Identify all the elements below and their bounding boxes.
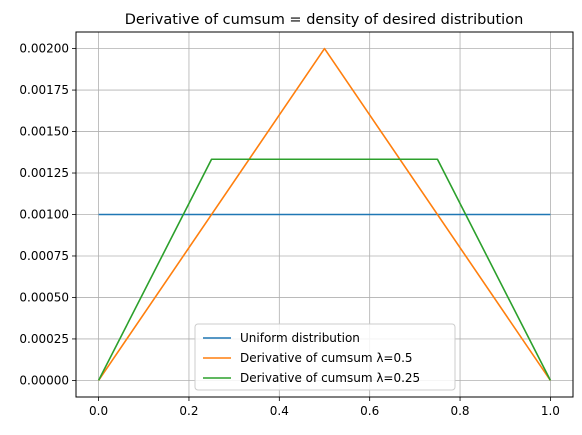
legend: Uniform distribution Derivative of cumsum…	[194, 323, 456, 391]
y-tick-label: 0.00025	[19, 332, 69, 346]
y-tick-label: 0.00000	[19, 373, 69, 387]
y-tick-label: 0.00125	[19, 166, 69, 180]
series-line-2	[97, 47, 552, 381]
legend-box	[194, 323, 456, 391]
legend-entry: Derivative of cumsum λ=0.5	[240, 351, 413, 365]
y-tick-label: 0.00050	[19, 290, 69, 304]
x-tick-label: 1.0	[541, 404, 560, 418]
legend-entry: Uniform distribution	[240, 331, 360, 345]
y-tick-label: 0.00075	[19, 249, 69, 263]
x-tick-label: 0.0	[89, 404, 108, 418]
y-tick-label: 0.00100	[19, 208, 69, 222]
x-tick-label: 0.2	[179, 404, 198, 418]
y-tick-label: 0.00175	[19, 83, 69, 97]
y-tick-label: 0.00150	[19, 125, 69, 139]
y-axis: 0.00000 0.00025 0.00050 0.00075 0.00100 0.001…	[19, 42, 76, 387]
x-tick-label: 0.6	[360, 404, 379, 418]
legend-entry: Derivative of cumsum λ=0.25	[240, 371, 420, 385]
x-axis: 0.0 0.2 0.4 0.6 0.8 1.0	[89, 397, 560, 418]
x-tick-label: 0.8	[450, 404, 469, 418]
y-tick-label: 0.00200	[19, 42, 69, 56]
x-tick-label: 0.4	[270, 404, 289, 418]
series-group	[97, 47, 552, 381]
series-line-3	[97, 158, 552, 381]
chart-title: Derivative of cumsum = density of desire…	[125, 12, 524, 28]
